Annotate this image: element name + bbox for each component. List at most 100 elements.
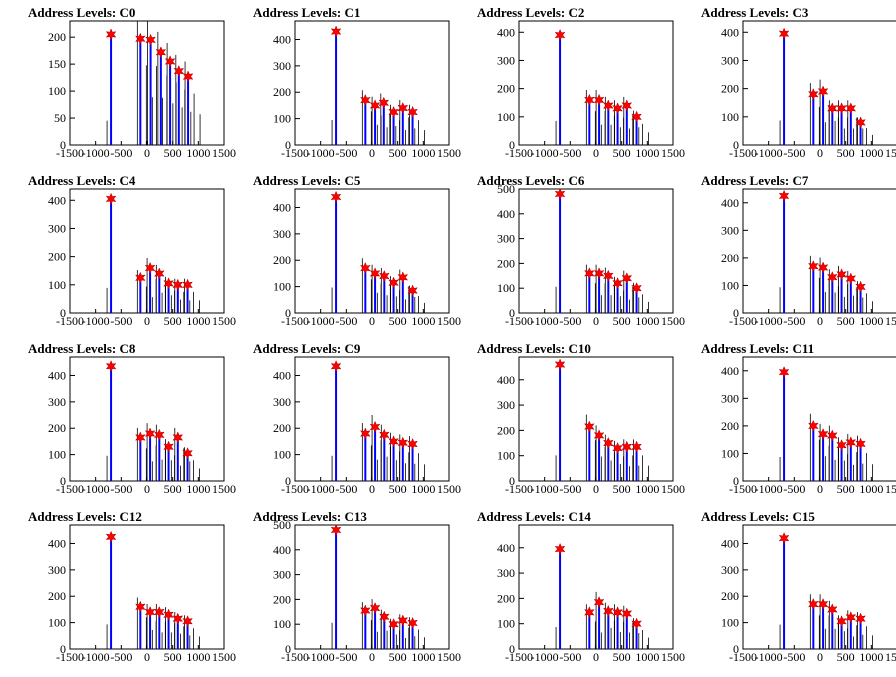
y-tick-label: 0 [509, 138, 515, 152]
x-tick-label: 500 [837, 314, 855, 328]
y-tick-label: 0 [285, 474, 291, 488]
x-tick-label: 1500 [212, 314, 236, 328]
peak-marker [182, 615, 193, 628]
x-tick-label: -1500 [281, 146, 309, 160]
x-tick-label: 0 [817, 482, 823, 496]
chart-panel-4: Address Levels: C4 0 100 200 300 400 -1500-100… [28, 173, 236, 328]
y-tick-label: 150 [48, 57, 66, 71]
y-tick-label: 200 [721, 419, 739, 433]
x-tick-label: 500 [613, 482, 631, 496]
y-tick-label: 400 [497, 373, 515, 387]
x-tick-label: 500 [389, 146, 407, 160]
x-tick-label: -1000 [531, 146, 559, 160]
peak-marker [836, 615, 847, 628]
peak-marker [845, 272, 857, 285]
peak-marker [397, 614, 409, 627]
y-tick-label: 200 [497, 256, 515, 270]
peak-marker [593, 429, 605, 442]
x-tick-label: -1500 [729, 314, 757, 328]
x-tick-label: -500 [110, 650, 132, 664]
y-tick-label: 400 [497, 207, 515, 221]
y-tick-label: 400 [721, 25, 739, 39]
peak-marker [407, 284, 418, 297]
y-tick-label: 0 [733, 474, 739, 488]
peak-marker [154, 267, 165, 280]
y-tick-label: 300 [721, 563, 739, 577]
x-tick-label: -1000 [82, 146, 110, 160]
x-tick-label: 1000 [186, 314, 210, 328]
x-tick-label: -1000 [755, 314, 783, 328]
x-tick-label: -500 [783, 146, 805, 160]
peak-marker [778, 366, 790, 379]
y-tick-label: 200 [273, 421, 291, 435]
x-tick-label: 1000 [635, 650, 659, 664]
chart-title: Address Levels: C15 [701, 509, 815, 524]
peak-marker [360, 604, 371, 617]
chart-panel-2: Address Levels: C2 0 100 200 300 400 -1500-100… [477, 5, 685, 160]
peak-marker [603, 604, 614, 618]
peak-marker [407, 105, 418, 119]
x-tick-label: -500 [783, 650, 805, 664]
x-tick-label: -500 [559, 650, 581, 664]
chart-panel-8: Address Levels: C8 0 100 200 300 400 -1500-100… [28, 341, 236, 496]
y-tick-label: 0 [60, 306, 66, 320]
x-tick-label: 1500 [661, 146, 685, 160]
y-tick-label: 500 [497, 182, 515, 196]
peak-marker [182, 70, 194, 83]
y-tick-label: 100 [273, 448, 291, 462]
y-tick-label: 100 [48, 616, 66, 630]
y-tick-label: 200 [273, 592, 291, 606]
peak-marker [554, 542, 566, 556]
y-tick-label: 50 [54, 111, 66, 125]
y-tick-label: 100 [48, 448, 66, 462]
peak-marker [360, 93, 371, 107]
x-tick-label: -500 [335, 314, 357, 328]
x-tick-label: 1000 [186, 146, 210, 160]
chart-title: Address Levels: C2 [477, 5, 584, 20]
y-tick-label: 200 [497, 423, 515, 437]
y-tick-label: 200 [48, 421, 66, 435]
peak-marker [388, 105, 399, 119]
peak-marker [330, 25, 342, 38]
chart-panel-14: Address Levels: C14 0 100 200 300 400 -1500-10… [477, 509, 685, 664]
peak-marker [163, 440, 174, 453]
peak-marker [808, 419, 819, 433]
x-tick-label: 1500 [661, 314, 685, 328]
peak-marker [855, 612, 866, 625]
peak-marker [817, 261, 829, 274]
x-tick-label: 1000 [635, 482, 659, 496]
peak-marker [164, 55, 176, 68]
y-tick-label: 400 [721, 536, 739, 550]
peak-marker [407, 437, 418, 451]
peak-marker [631, 110, 642, 123]
x-tick-label: 1000 [859, 482, 883, 496]
y-tick-label: 400 [497, 541, 515, 555]
peak-marker [817, 597, 829, 611]
peak-marker [163, 608, 174, 621]
y-tick-label: 300 [273, 568, 291, 582]
peak-marker [554, 28, 566, 42]
chart-title: Address Levels: C13 [253, 509, 367, 524]
y-tick-label: 400 [497, 25, 515, 39]
peak-marker [808, 88, 819, 101]
peak-marker [778, 189, 790, 203]
y-tick-label: 200 [497, 591, 515, 605]
plot-frame [69, 20, 225, 146]
y-tick-label: 200 [48, 30, 66, 44]
x-tick-label: -1500 [729, 650, 757, 664]
y-tick-label: 100 [721, 110, 739, 124]
peak-marker [836, 439, 847, 452]
x-tick-label: 0 [144, 314, 150, 328]
chart-panel-7: Address Levels: C7 0 100 200 300 400 -1500-100… [701, 173, 896, 328]
y-tick-label: 400 [721, 364, 739, 378]
x-tick-label: -1000 [307, 314, 335, 328]
chart-title: Address Levels: C1 [253, 5, 360, 20]
chart-panel-9: Address Levels: C9 0 100 200 300 400 -1500-100… [253, 341, 461, 496]
x-tick-label: -1000 [82, 482, 110, 496]
x-tick-label: 500 [613, 314, 631, 328]
x-tick-label: 0 [593, 314, 599, 328]
y-tick-label: 0 [60, 138, 66, 152]
y-tick-label: 400 [48, 536, 66, 550]
